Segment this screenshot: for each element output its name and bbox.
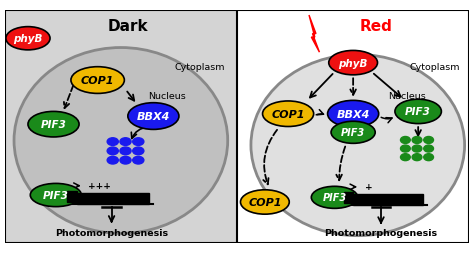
Ellipse shape [120,148,131,155]
Ellipse shape [120,138,131,146]
Ellipse shape [133,138,144,146]
Text: BBX4: BBX4 [137,112,170,122]
Text: COP1: COP1 [81,76,114,86]
Text: Dark: Dark [108,19,148,34]
Ellipse shape [251,55,465,236]
Ellipse shape [329,51,377,75]
Text: Nucleus: Nucleus [148,91,186,100]
Ellipse shape [128,103,179,130]
Text: phyB: phyB [338,58,368,68]
Text: Photomorphogenesis: Photomorphogenesis [324,229,438,237]
Text: COP1: COP1 [271,109,305,119]
Text: BBX4: BBX4 [337,109,370,119]
Ellipse shape [120,157,131,164]
Text: PIF3: PIF3 [405,107,431,117]
Text: COP1: COP1 [248,197,282,207]
Ellipse shape [6,27,50,51]
Ellipse shape [240,190,289,214]
Text: Nucleus: Nucleus [388,91,426,100]
Text: PIF3: PIF3 [41,120,66,130]
Text: +: + [365,183,373,192]
Text: Red: Red [360,19,393,34]
Ellipse shape [424,146,434,152]
Text: Cytoplasm: Cytoplasm [409,62,460,71]
Ellipse shape [412,146,422,152]
Ellipse shape [263,102,314,127]
Ellipse shape [412,154,422,161]
Ellipse shape [395,100,441,124]
Ellipse shape [401,154,410,161]
Ellipse shape [412,137,422,144]
Ellipse shape [107,138,118,146]
Ellipse shape [311,187,358,209]
Ellipse shape [107,148,118,155]
Text: Photomorphogenesis: Photomorphogenesis [55,229,168,237]
Text: Cytoplasm: Cytoplasm [174,62,225,71]
Text: PIF3: PIF3 [341,128,365,138]
Text: PIF3: PIF3 [322,193,346,202]
Bar [77,193,149,204]
Ellipse shape [424,154,434,161]
Ellipse shape [133,148,144,155]
Ellipse shape [401,146,410,152]
Ellipse shape [401,137,410,144]
Ellipse shape [331,122,375,144]
Ellipse shape [107,157,118,164]
Polygon shape [309,16,319,53]
Bar [353,194,423,206]
Ellipse shape [30,184,82,207]
Bar [344,192,353,203]
Bar [67,191,77,202]
Text: phyB: phyB [13,34,43,44]
Ellipse shape [328,101,379,128]
Ellipse shape [14,48,228,233]
Text: PIF3: PIF3 [43,190,69,200]
Ellipse shape [424,137,434,144]
Text: +++: +++ [88,182,111,190]
Ellipse shape [133,157,144,164]
Ellipse shape [28,112,79,137]
Ellipse shape [71,67,124,94]
